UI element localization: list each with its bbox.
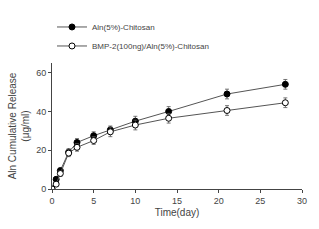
- svg-text:Time(day): Time(day): [155, 207, 200, 218]
- svg-text:20: 20: [214, 196, 224, 206]
- svg-text:25: 25: [255, 196, 265, 206]
- svg-text:60: 60: [36, 68, 46, 78]
- svg-text:Aln(5%)-Chitosan: Aln(5%)-Chitosan: [92, 23, 155, 32]
- svg-text:10: 10: [130, 196, 140, 206]
- svg-text:40: 40: [36, 107, 46, 117]
- svg-text:Aln Cumulative Release(μg/ml): Aln Cumulative Release(μg/ml): [7, 72, 31, 179]
- svg-text:30: 30: [297, 196, 307, 206]
- svg-text:5: 5: [91, 196, 96, 206]
- svg-text:15: 15: [172, 196, 182, 206]
- svg-text:BMP-2(100ng)/Aln(5%)-Chitosan: BMP-2(100ng)/Aln(5%)-Chitosan: [92, 42, 209, 51]
- svg-text:0: 0: [41, 184, 46, 194]
- svg-text:0: 0: [49, 196, 54, 206]
- svg-text:20: 20: [36, 145, 46, 155]
